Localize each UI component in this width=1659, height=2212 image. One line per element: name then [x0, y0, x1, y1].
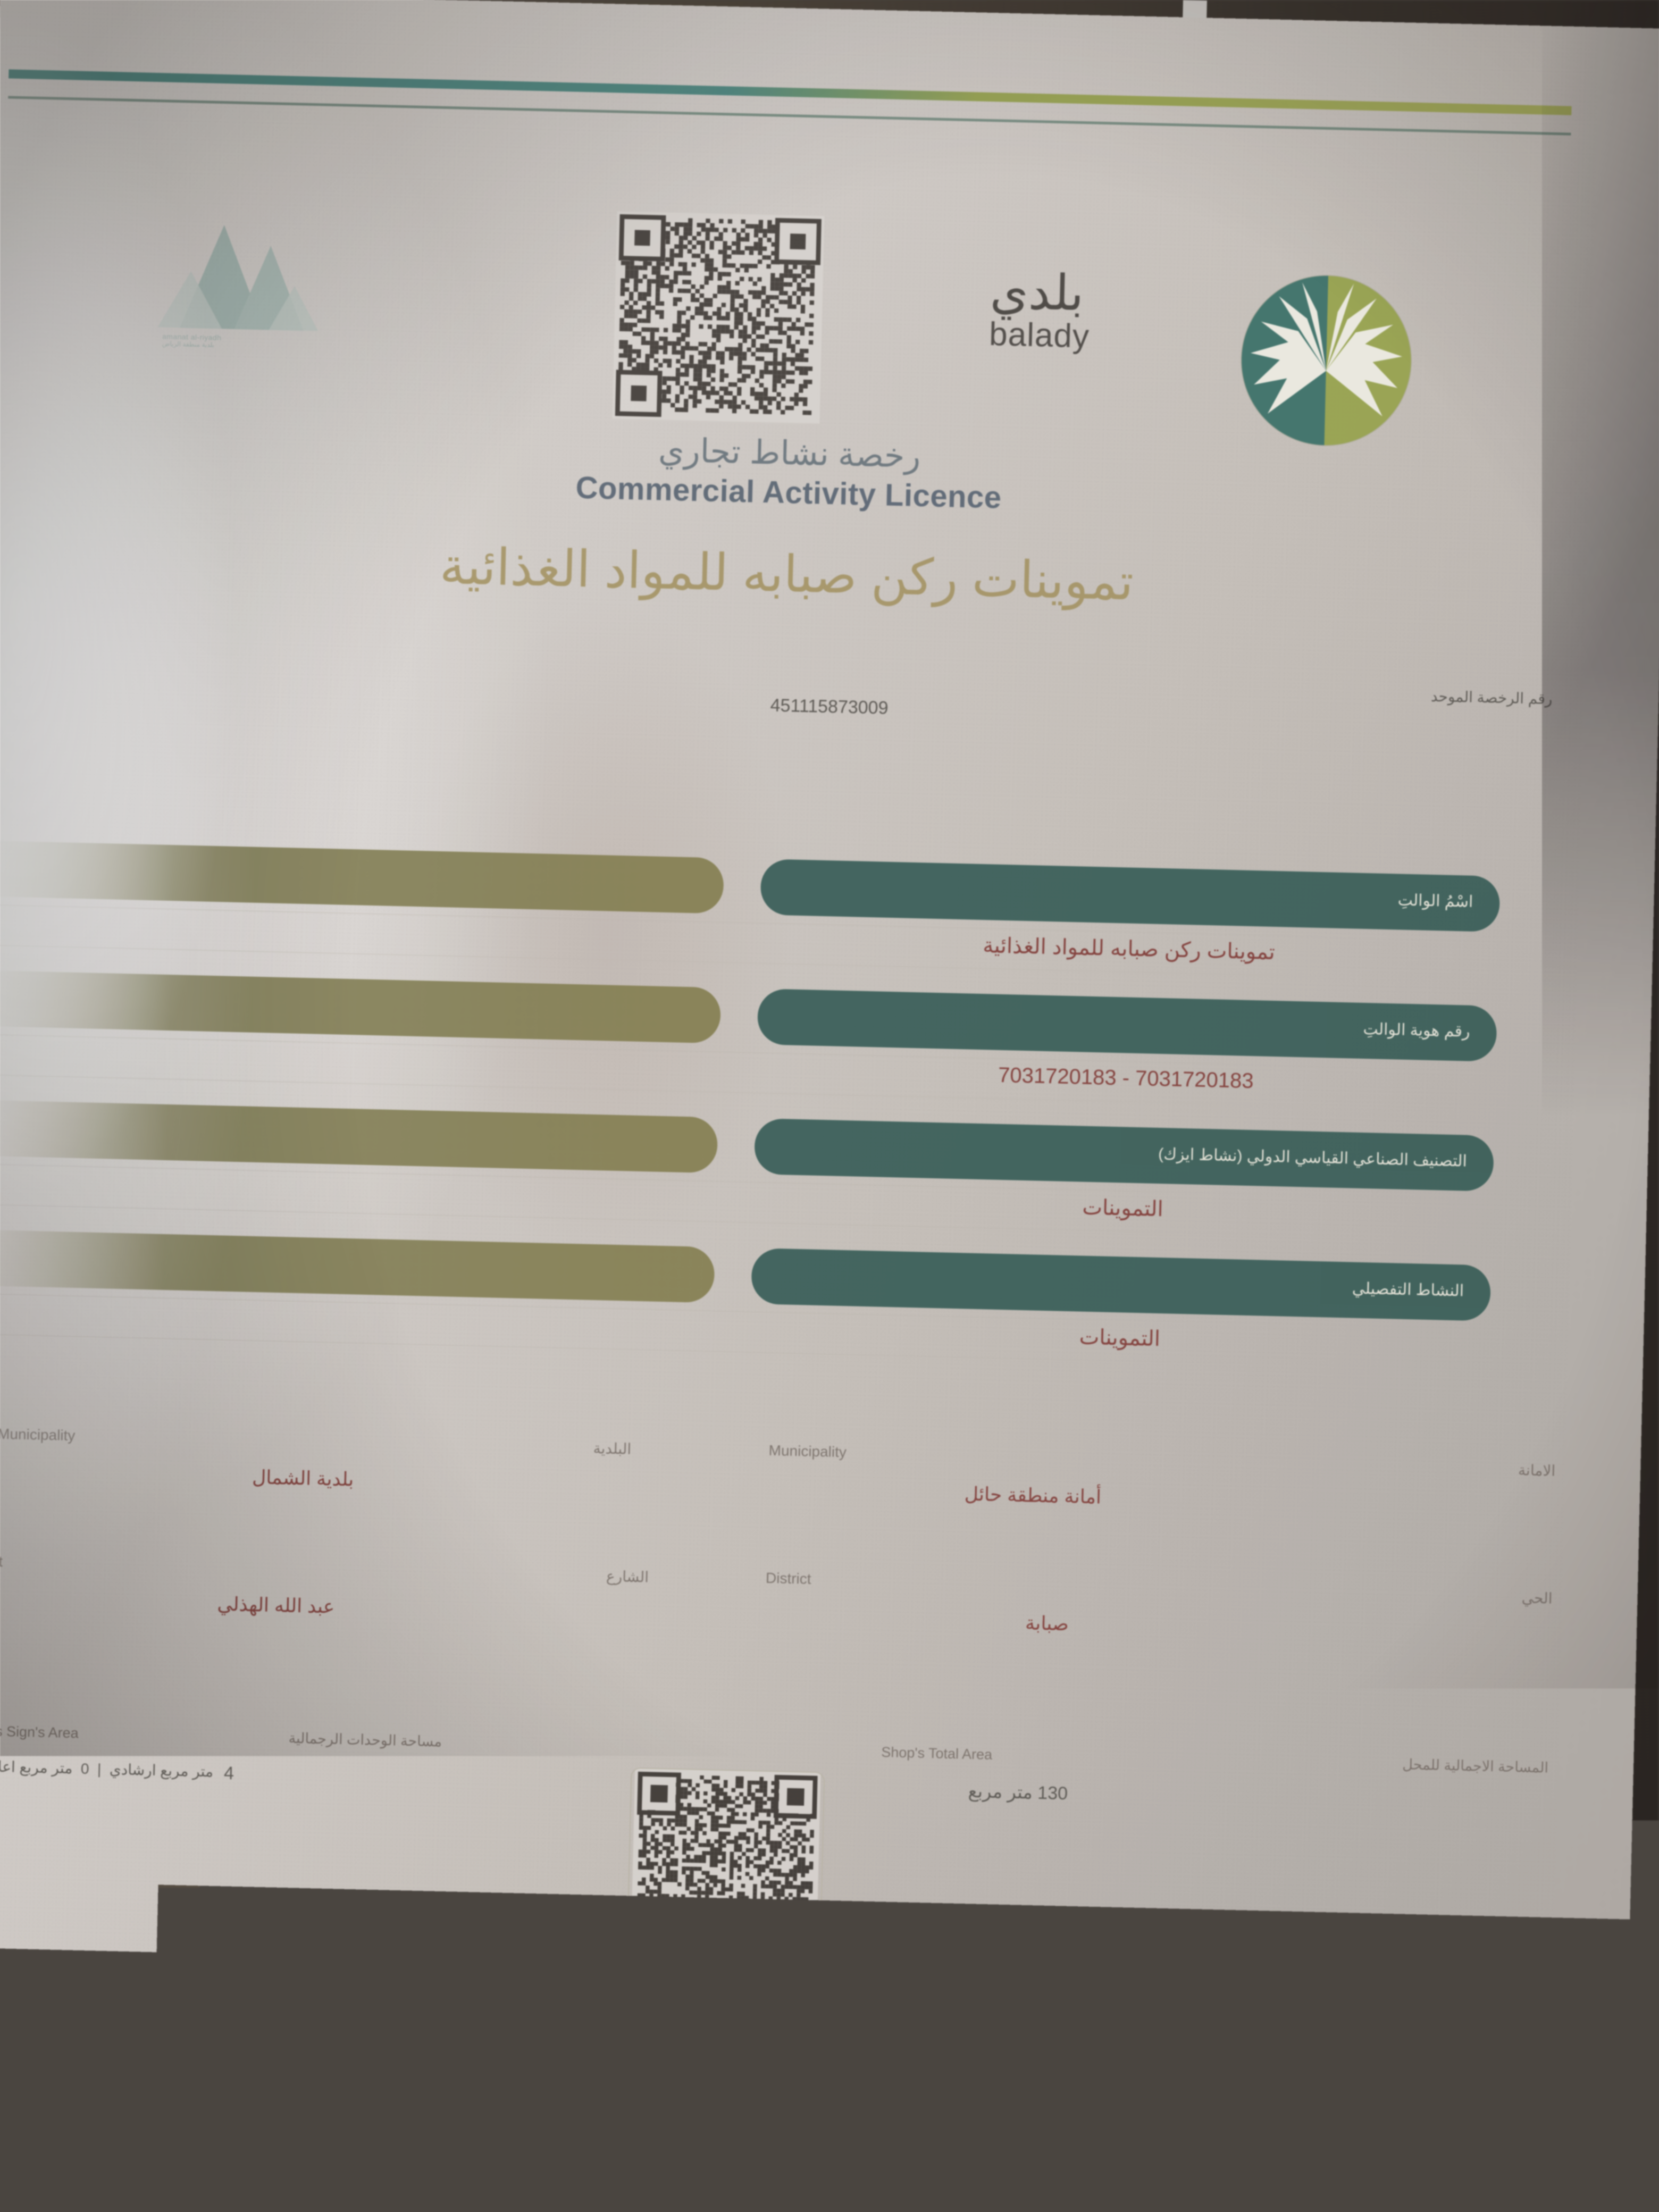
svg-text:بلدية منطقة الرياض: بلدية منطقة الرياض — [162, 340, 215, 348]
